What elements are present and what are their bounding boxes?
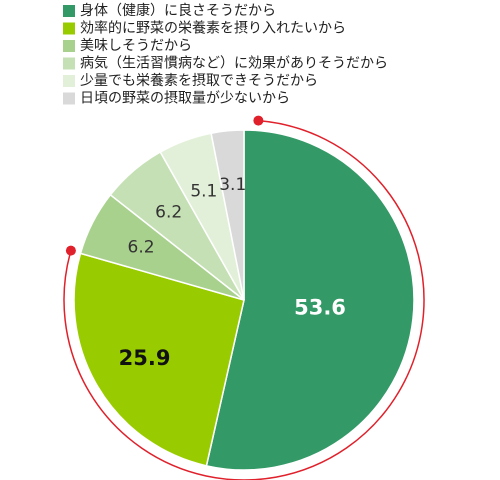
- pie-slice: [210, 129, 245, 301]
- legend-swatch: [63, 92, 75, 105]
- pie-slice: [205, 129, 415, 471]
- value-label: 6.2: [155, 202, 182, 222]
- legend-swatch: [63, 57, 75, 70]
- legend-swatch: [63, 75, 75, 87]
- legend-label: 美味しそうだから: [80, 38, 192, 54]
- value-label: 25.9: [119, 346, 171, 370]
- legend-swatch: [63, 40, 75, 52]
- highlight-dot: [65, 245, 76, 256]
- value-label: 5.1: [190, 182, 217, 202]
- highlight-arc: [63, 119, 425, 480]
- legend-label: 日頃の野菜の摂取量が少ないから: [80, 91, 290, 107]
- legend-label: 少量でも栄養素を摂取できそうだから: [80, 72, 318, 89]
- legend-label: 身体（健康）に良さそうだから: [80, 2, 276, 19]
- pie-slice: [73, 252, 245, 467]
- value-label: 53.6: [294, 296, 346, 320]
- legend-label: 効率的に野菜の栄養素を摂り入れたいから: [80, 20, 346, 37]
- legend-swatch: [63, 5, 75, 17]
- value-label: 6.2: [128, 237, 155, 257]
- legend-label: 病気（生活習慣病など）に効果がありそうだから: [80, 55, 388, 72]
- legend-swatch: [63, 22, 75, 35]
- value-label: 3.1: [219, 175, 246, 195]
- highlight-dot: [253, 115, 264, 126]
